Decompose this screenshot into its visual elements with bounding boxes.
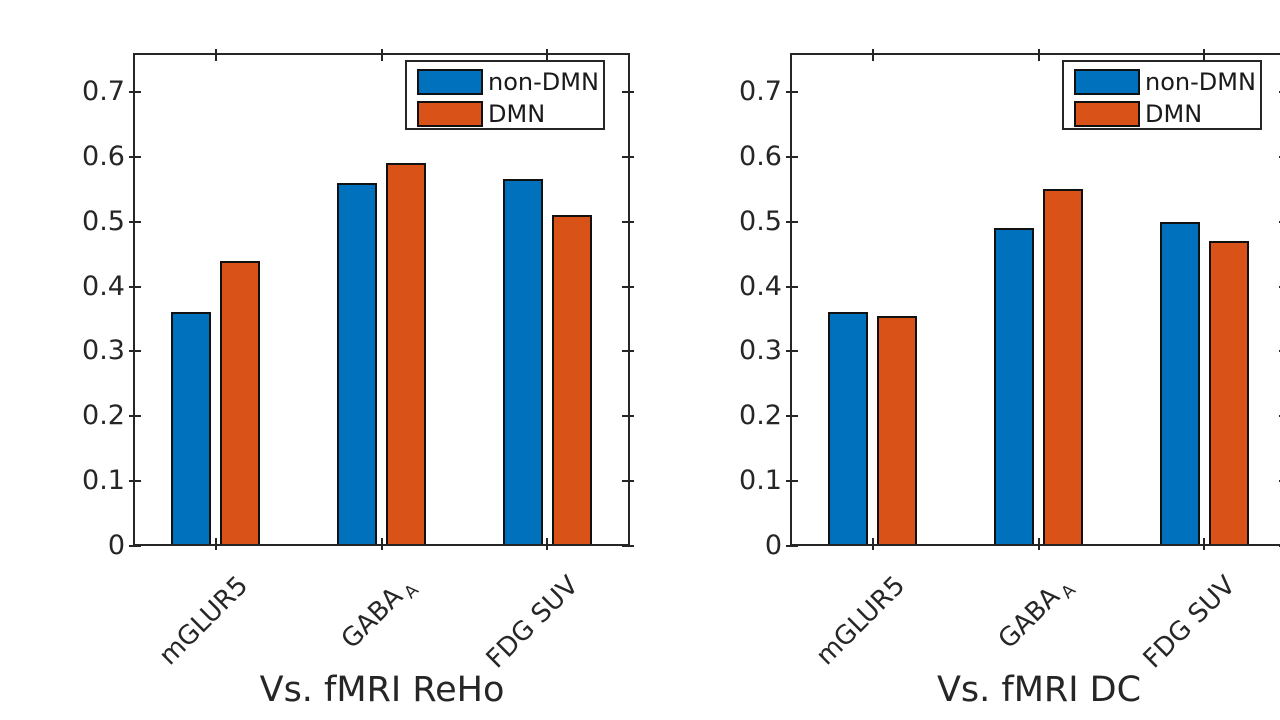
legend-item-dmn: DMN — [1074, 101, 1202, 127]
bar-non-DMN-FDG SUV — [503, 179, 543, 546]
x-tick-label-text: FDG SUV — [1138, 570, 1242, 675]
legend-swatch-non-dmn — [417, 69, 483, 95]
y-tick — [786, 350, 798, 352]
y-tick-label: 0.4 — [739, 271, 782, 302]
y-tick — [129, 480, 141, 482]
legend-label-dmn: DMN — [488, 100, 546, 128]
x-tick-bottom — [215, 538, 217, 550]
x-tick-label: GABAA — [335, 572, 423, 655]
legend-dc: non-DMN DMN — [1062, 60, 1262, 130]
y-tick-right — [622, 91, 634, 93]
y-tick — [129, 286, 141, 288]
legend-item-non-dmn: non-DMN — [417, 69, 599, 95]
y-tick-right — [622, 350, 634, 352]
x-tick-top — [1038, 49, 1040, 61]
legend-label-non-dmn: non-DMN — [1145, 68, 1256, 96]
x-tick-label: FDG SUV — [481, 570, 585, 675]
y-tick-right — [622, 480, 634, 482]
x-tick-bottom — [1038, 538, 1040, 550]
y-tick-right — [622, 415, 634, 417]
bar-DMN-GABA — [386, 163, 426, 546]
x-tick-label-text: GABA — [335, 581, 409, 655]
legend-swatch-dmn — [417, 101, 483, 127]
bar-non-DMN-mGLUR5 — [171, 312, 211, 546]
y-tick-label: 0.3 — [82, 335, 125, 366]
x-tick-top — [215, 49, 217, 61]
y-tick — [129, 156, 141, 158]
x-tick-top — [1203, 49, 1205, 61]
legend-swatch-dmn — [1074, 101, 1140, 127]
y-tick — [786, 286, 798, 288]
x-tick-bottom — [381, 538, 383, 550]
y-tick-label: 0.3 — [739, 335, 782, 366]
bar-non-DMN-mGLUR5 — [828, 312, 868, 546]
x-tick-bottom — [546, 538, 548, 550]
x-axis-title-dc: Vs. fMRI DC — [936, 670, 1142, 710]
x-tick-label-text: mGLUR5 — [153, 570, 254, 672]
legend-item-non-dmn: non-DMN — [1074, 69, 1256, 95]
y-tick — [786, 221, 798, 223]
y-tick-right — [622, 286, 634, 288]
y-tick — [786, 545, 798, 547]
y-tick — [786, 156, 798, 158]
y-tick-right — [622, 221, 634, 223]
legend-label-dmn: DMN — [1145, 100, 1203, 128]
y-tick — [129, 545, 141, 547]
x-tick-label: mGLUR5 — [153, 570, 254, 672]
legend-item-dmn: DMN — [417, 101, 545, 127]
bar-DMN-FDG SUV — [552, 215, 592, 546]
x-tick-top — [872, 49, 874, 61]
y-tick-label: 0.7 — [82, 76, 125, 107]
y-tick-label: 0.5 — [82, 206, 125, 237]
bar-DMN-mGLUR5 — [877, 316, 917, 546]
x-tick-top — [381, 49, 383, 61]
x-tick-label: mGLUR5 — [810, 570, 911, 672]
x-tick-label-text: mGLUR5 — [810, 570, 911, 672]
y-tick-right — [622, 545, 634, 547]
x-tick-label: GABAA — [992, 572, 1080, 655]
legend-swatch-non-dmn — [1074, 69, 1140, 95]
legend-reho: non-DMN DMN — [405, 60, 605, 130]
y-tick — [786, 480, 798, 482]
y-tick-right — [622, 156, 634, 158]
y-tick-label: 0.1 — [739, 465, 782, 496]
y-tick-label: 0.4 — [82, 271, 125, 302]
bar-non-DMN-FDG SUV — [1160, 222, 1200, 546]
bar-DMN-FDG SUV — [1209, 241, 1249, 546]
legend-label-non-dmn: non-DMN — [488, 68, 599, 96]
y-tick-label: 0 — [107, 530, 125, 561]
plot-area — [790, 53, 1280, 546]
x-tick-top — [546, 49, 548, 61]
y-tick-label: 0.2 — [739, 400, 782, 431]
x-tick-label-text: GABA — [992, 581, 1066, 655]
x-tick-bottom — [872, 538, 874, 550]
bar-non-DMN-GABA — [994, 228, 1034, 546]
y-tick — [129, 350, 141, 352]
y-tick — [786, 91, 798, 93]
y-tick-label: 0.2 — [82, 400, 125, 431]
y-tick — [129, 415, 141, 417]
bar-DMN-GABA — [1043, 189, 1083, 546]
y-tick-label: 0 — [764, 530, 782, 561]
y-tick — [129, 221, 141, 223]
bar-DMN-mGLUR5 — [220, 261, 260, 546]
y-tick-label: 0.7 — [739, 76, 782, 107]
y-tick — [786, 415, 798, 417]
y-tick-label: 0.6 — [739, 141, 782, 172]
x-axis-title-reho: Vs. fMRI ReHo — [259, 670, 505, 710]
y-tick-label: 0.6 — [82, 141, 125, 172]
y-tick-label: 0.5 — [739, 206, 782, 237]
x-tick-label-text: FDG SUV — [481, 570, 585, 675]
x-tick-label: FDG SUV — [1138, 570, 1242, 675]
y-tick-label: 0.1 — [82, 465, 125, 496]
y-tick — [129, 91, 141, 93]
x-tick-bottom — [1203, 538, 1205, 550]
